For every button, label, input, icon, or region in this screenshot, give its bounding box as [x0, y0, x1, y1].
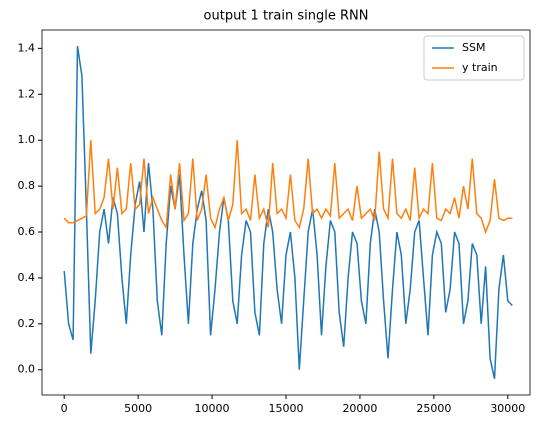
y-tick-label: 1.0 [18, 133, 36, 146]
x-tick-label: 10000 [195, 402, 230, 415]
x-tick-label: 30000 [490, 402, 525, 415]
y-tick-label: 0.0 [18, 363, 36, 376]
legend-box [423, 35, 525, 81]
y-tick-label: 0.6 [18, 225, 36, 238]
x-tick-label: 20000 [342, 402, 377, 415]
chart-title: output 1 train single RNN [204, 9, 369, 24]
x-tick-label: 15000 [269, 402, 304, 415]
legend-label: y train [462, 61, 498, 74]
legend-label: SSM [462, 41, 485, 54]
axes-frame [41, 29, 531, 396]
y-tick-label: 0.2 [18, 317, 36, 330]
series-line [63, 45, 513, 380]
x-tick-label: 0 [61, 402, 68, 415]
x-tick-label: 5000 [124, 402, 152, 415]
y-tick-label: 0.4 [18, 271, 36, 284]
y-tick-label: 1.2 [18, 87, 36, 100]
series-line [63, 140, 513, 235]
x-tick-label: 25000 [416, 402, 451, 415]
y-tick-label: 1.4 [18, 41, 36, 54]
y-tick-label: 0.8 [18, 179, 36, 192]
